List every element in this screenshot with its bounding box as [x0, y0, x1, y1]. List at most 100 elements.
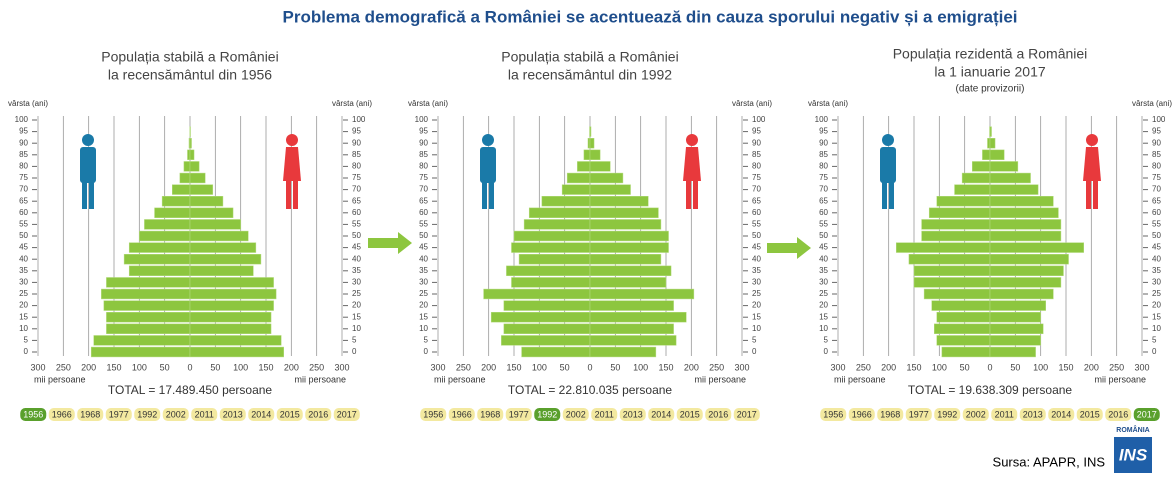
y-tick-label: 55 [819, 220, 828, 229]
y-tick-label: 55 [419, 220, 428, 229]
y-tick-label: 10 [19, 324, 28, 333]
chart-note: (date provizorii) [956, 84, 1025, 95]
y-tick-label: 75 [352, 173, 361, 182]
year-pill [733, 408, 760, 421]
y-tick-label: 20 [819, 301, 828, 310]
bar [189, 219, 241, 230]
y-tick-label: 95 [1152, 127, 1161, 136]
silhouette [693, 179, 698, 209]
year-label: 1977 [509, 409, 529, 419]
bar [189, 138, 192, 149]
bar [913, 265, 991, 276]
bar [189, 242, 257, 253]
year-pill [20, 408, 47, 421]
bar [106, 312, 191, 323]
x-tick-label: 100 [932, 362, 947, 372]
y-tick-label: 10 [752, 324, 761, 333]
y-tick-label: 70 [352, 185, 361, 194]
y-tick-label: 100 [15, 115, 29, 124]
bar [123, 254, 191, 265]
y-tick-label: 95 [419, 127, 428, 136]
y-tick-label: 100 [415, 115, 429, 124]
y-tick-label: 5 [752, 336, 757, 345]
bar [989, 196, 1054, 207]
year-pill [48, 408, 75, 421]
x-tick-label: 250 [1109, 362, 1124, 372]
bar [589, 149, 601, 160]
bar [511, 242, 591, 253]
bar [589, 323, 674, 334]
bar [589, 184, 631, 195]
bar [589, 230, 669, 242]
year-label: 2011 [995, 409, 1014, 419]
y-axis-label: vârsta (ani) [408, 99, 448, 108]
y-tick-label: 85 [19, 150, 28, 159]
y-tick-label: 70 [752, 185, 761, 194]
year-label: 2017 [737, 409, 757, 419]
bar [577, 161, 591, 172]
year-pill [219, 408, 246, 421]
bar [483, 288, 591, 300]
y-tick-label: 15 [19, 312, 28, 321]
x-tick-label: 300 [334, 362, 349, 372]
year-pill [962, 408, 989, 421]
bar [989, 312, 1041, 323]
year-label: 2014 [651, 409, 671, 419]
y-tick-label: 10 [819, 324, 828, 333]
y-tick-label: 15 [1152, 312, 1161, 321]
bar [503, 323, 591, 334]
bar [941, 346, 991, 358]
y-tick-label: 45 [1152, 243, 1161, 252]
y-tick-label: 90 [352, 138, 361, 147]
bar [936, 335, 991, 346]
year-label: 1992 [537, 409, 557, 419]
y-tick-label: 0 [352, 347, 357, 356]
y-tick-label: 40 [352, 254, 361, 263]
y-tick-label: 80 [752, 162, 761, 171]
x-tick-label: 200 [684, 362, 699, 372]
chart-title: Populația rezidentă a României [893, 46, 1088, 62]
bar [189, 207, 234, 218]
bar [172, 184, 191, 195]
year-pill [591, 408, 618, 421]
y-tick-label: 5 [824, 336, 829, 345]
x-tick-label: 250 [856, 362, 871, 372]
x-tick-label: 250 [309, 362, 324, 372]
y-tick-label: 50 [352, 231, 361, 240]
y-tick-label: 15 [819, 312, 828, 321]
x-axis-label: mii persoane [434, 374, 486, 384]
total: TOTAL = 17.489.450 persoane [108, 383, 273, 397]
bar [189, 184, 214, 195]
year-pill [191, 408, 218, 421]
y-tick-label: 80 [1152, 162, 1161, 171]
year-pill [305, 408, 332, 421]
y-tick-label: 60 [352, 208, 361, 217]
year-label: 1977 [909, 409, 929, 419]
bar [989, 346, 1036, 358]
year-label: 1956 [423, 409, 443, 419]
bar [106, 323, 191, 334]
year-label: 1966 [852, 409, 872, 419]
y-tick-label: 100 [815, 115, 829, 124]
bar [161, 196, 191, 207]
year-pill [162, 408, 189, 421]
year-pill [505, 408, 532, 421]
bar [561, 184, 591, 195]
bar [589, 207, 659, 218]
bar [189, 161, 200, 172]
y-tick-label: 40 [1152, 254, 1161, 263]
year-label: 1956 [823, 409, 843, 419]
bar [189, 335, 282, 346]
bar [511, 277, 591, 288]
y-tick-label: 0 [752, 347, 757, 356]
year-label: 1956 [23, 409, 43, 419]
y-tick-label: 30 [19, 278, 28, 287]
y-tick-label: 65 [752, 196, 761, 205]
x-tick-label: 250 [56, 362, 71, 372]
y-tick-label: 20 [19, 301, 28, 310]
x-tick-label: 300 [830, 362, 845, 372]
year-pill [333, 408, 360, 421]
bar [989, 126, 992, 137]
x-tick-label: 0 [987, 362, 992, 372]
bar [896, 242, 991, 253]
